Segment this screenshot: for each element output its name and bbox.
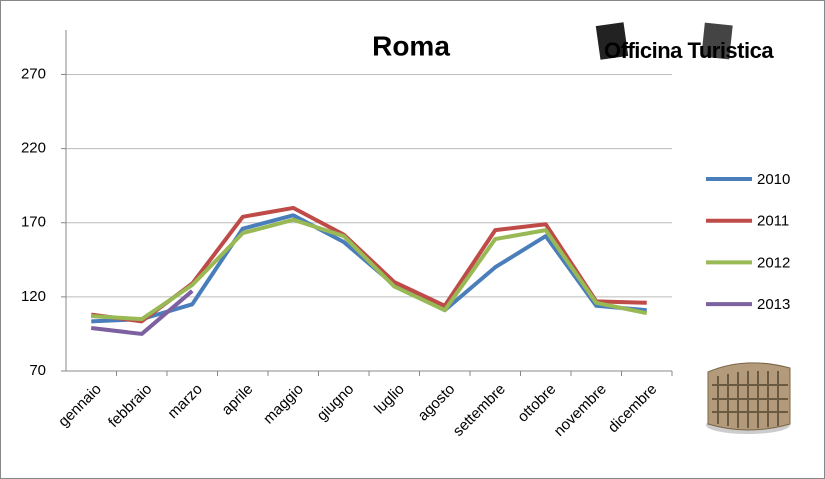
logo-box xyxy=(701,22,733,60)
chart-title: Roma xyxy=(372,30,450,61)
logo-box xyxy=(595,22,629,60)
legend-label: 2011 xyxy=(757,213,789,230)
series-line xyxy=(91,217,648,322)
y-tick-label: 270 xyxy=(21,65,46,82)
legend-label: 2012 xyxy=(757,254,790,271)
y-tick-label: 120 xyxy=(21,288,46,305)
y-tick-label: 170 xyxy=(21,214,46,231)
series-line xyxy=(91,289,194,336)
y-tick-label: 220 xyxy=(21,140,46,157)
legend-label: 2010 xyxy=(757,171,790,188)
colosseum xyxy=(706,362,791,434)
y-tick-label: 70 xyxy=(29,362,46,379)
legend-label: 2013 xyxy=(757,296,790,313)
logo-text: Officina Turistica xyxy=(604,38,774,63)
logo: Officina Turistica xyxy=(595,22,775,63)
